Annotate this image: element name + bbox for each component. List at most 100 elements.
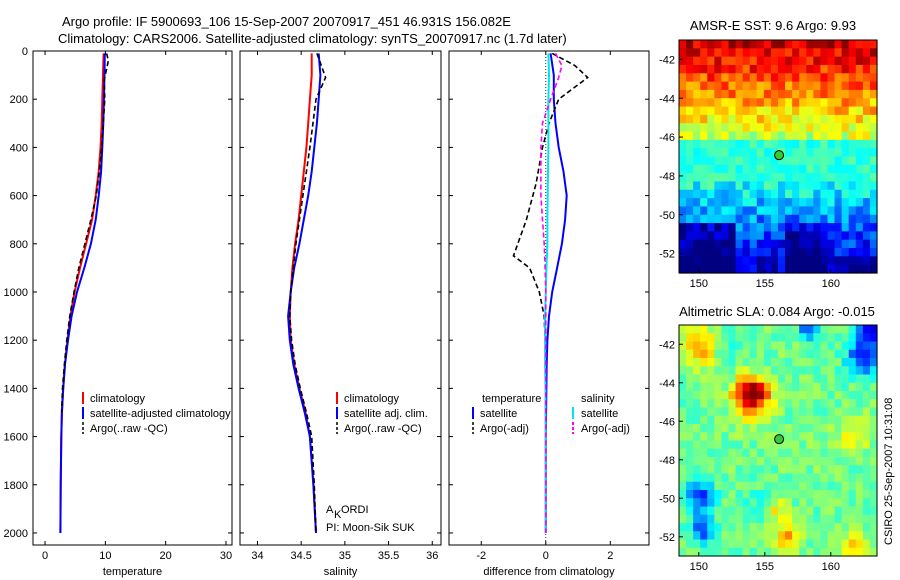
heatmap-cell xyxy=(749,481,758,491)
heatmap-cell xyxy=(721,48,730,58)
heatmap-cell xyxy=(693,189,701,199)
heatmap-cell xyxy=(770,539,779,549)
heatmap-cell xyxy=(742,214,751,224)
heatmap-cell xyxy=(792,531,800,541)
heatmap-cell xyxy=(693,48,701,58)
heatmap-cell xyxy=(841,239,850,249)
heatmap-cell xyxy=(869,48,878,58)
heatmap-cell xyxy=(686,89,694,99)
heatmap-cell xyxy=(855,506,864,516)
heatmap-cell xyxy=(770,481,779,491)
heatmap-cell xyxy=(770,48,779,58)
heatmap-cell xyxy=(770,358,779,367)
heatmap-cell xyxy=(721,156,730,166)
heatmap-cell xyxy=(728,358,737,367)
heatmap-cell xyxy=(848,239,857,249)
heatmap-cell xyxy=(785,239,793,249)
heatmap-cell xyxy=(799,514,807,524)
heatmap-cell xyxy=(813,40,822,49)
heatmap-cell xyxy=(763,382,772,392)
heatmap-cell xyxy=(742,465,751,475)
heatmap-cell xyxy=(714,358,723,367)
heatmap-cell xyxy=(813,64,822,74)
heatmap-cell xyxy=(742,164,751,174)
heatmap-cell xyxy=(820,81,829,91)
heatmap-cell xyxy=(785,415,793,425)
heatmap-cell xyxy=(813,106,822,116)
heatmap-cell xyxy=(714,131,723,141)
heatmap-cell xyxy=(799,181,807,191)
heatmap-cell xyxy=(869,181,878,191)
heatmap-cell xyxy=(707,349,715,359)
heatmap-cell xyxy=(827,481,836,491)
heatmap-cell xyxy=(714,48,723,58)
heatmap-cell xyxy=(862,407,871,417)
heatmap-cell xyxy=(799,48,807,58)
heatmap-cell xyxy=(686,366,694,376)
heatmap-cell xyxy=(700,198,708,208)
heatmap-cell xyxy=(869,399,878,409)
heatmap-cell xyxy=(714,223,723,232)
heatmap-cell xyxy=(848,473,857,483)
heatmap-cell xyxy=(700,131,708,141)
heatmap-cell xyxy=(820,358,829,367)
heatmap-cell xyxy=(686,98,694,108)
heatmap-cell xyxy=(799,481,807,491)
heatmap-cell xyxy=(834,341,843,351)
heatmap-cell xyxy=(686,490,694,499)
heatmap-cell xyxy=(855,448,864,458)
heatmap-cell xyxy=(728,148,737,158)
heatmap-cell xyxy=(855,539,864,549)
heatmap-cell xyxy=(785,325,793,334)
heatmap-cell xyxy=(756,490,765,499)
heatmap-cell xyxy=(841,256,850,266)
heatmap-cell xyxy=(778,164,786,174)
heatmap-cell xyxy=(827,366,836,376)
heatmap-cell xyxy=(841,40,850,49)
heatmap-cell xyxy=(728,231,737,241)
heatmap-cell xyxy=(855,374,864,384)
heatmap-cell xyxy=(792,539,800,549)
heatmap-cell xyxy=(735,239,744,249)
heatmap-cell xyxy=(841,490,850,499)
heatmap-cell xyxy=(848,164,857,174)
heatmap-cell xyxy=(869,432,878,442)
heatmap-cell xyxy=(806,440,814,450)
heatmap-cell xyxy=(813,56,822,66)
heatmap-cell xyxy=(763,465,772,475)
heatmap-cell xyxy=(799,333,807,343)
heatmap-cell xyxy=(679,333,687,343)
heatmap-cell xyxy=(700,457,708,466)
heatmap-cell xyxy=(728,223,737,232)
heatmap-cell xyxy=(763,173,772,183)
heatmap-cell xyxy=(742,358,751,367)
heatmap-cell xyxy=(742,457,751,466)
heatmap-cell xyxy=(742,131,751,141)
heatmap-cell xyxy=(778,106,786,116)
heatmap-cell xyxy=(841,56,850,66)
heatmap-cell xyxy=(827,547,836,557)
heatmap-cell xyxy=(693,264,701,274)
heatmap-cell xyxy=(806,523,814,532)
heatmap-cell xyxy=(686,48,694,58)
heatmap-cell xyxy=(792,457,800,466)
heatmap-cell xyxy=(862,173,871,183)
heatmap-cell xyxy=(735,415,744,425)
heatmap-cell xyxy=(792,64,800,74)
heatmap-cell xyxy=(763,341,772,351)
heatmap-cell xyxy=(742,173,751,183)
y-tick-label: -42 xyxy=(659,54,675,66)
heatmap-cell xyxy=(735,248,744,257)
map-frame xyxy=(678,324,878,557)
heatmap-cell xyxy=(735,382,744,392)
heatmap-cell xyxy=(785,349,793,359)
heatmap-cell xyxy=(735,123,744,133)
heatmap-cell xyxy=(792,264,800,274)
heatmap-cell xyxy=(707,40,715,49)
heatmap-cell xyxy=(756,481,765,491)
x-tick-label: 150 xyxy=(690,561,708,573)
heatmap-cell xyxy=(735,206,744,216)
heatmap-cell xyxy=(834,399,843,409)
heatmap-cell xyxy=(841,223,850,232)
